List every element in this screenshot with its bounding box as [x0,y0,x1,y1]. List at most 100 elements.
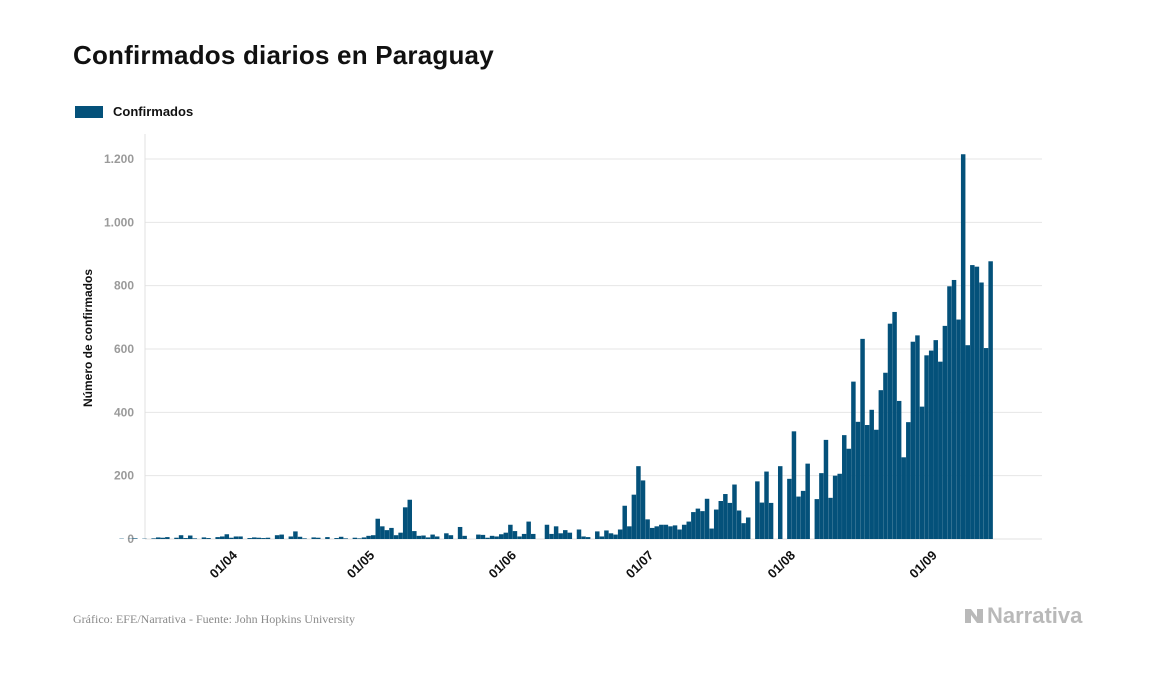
bar [261,538,266,539]
bar [979,282,984,539]
bar [155,537,161,539]
bar [855,421,861,539]
bar [663,524,669,539]
bar [915,335,920,539]
bar [224,534,230,539]
bar [279,534,284,539]
bar [384,530,390,539]
bar [457,526,463,539]
bar [842,435,847,539]
bar [576,529,582,539]
bar [631,494,637,539]
bar [206,538,211,539]
brand-name: Narrativa [987,603,1083,628]
bar [759,502,765,539]
bar [517,536,522,539]
bar [695,508,701,539]
bar [366,535,371,539]
bar [219,536,225,539]
bar [247,538,252,539]
bar [489,535,495,539]
brand-logo: Narrativa [963,603,1082,629]
source-note: Gráfico: EFE/Narrativa - Fuente: John Ho… [73,612,355,626]
bar [887,323,893,539]
bar [187,535,193,539]
bar [764,471,769,539]
bar [604,530,609,539]
bar [837,473,842,539]
bar [274,535,280,539]
bar [896,400,902,539]
bar [627,526,632,539]
bar [151,538,156,539]
bar [956,319,961,539]
bar [883,372,888,539]
bar [860,338,865,539]
bar [805,463,810,539]
bar [526,521,531,539]
bar [229,537,234,539]
bar [361,537,367,539]
bar [585,537,591,539]
x-tick-label: 01/05 [344,548,378,582]
bar [668,526,673,539]
y-tick-label: 200 [114,469,134,483]
bar [645,519,650,539]
bar [777,466,783,539]
bar [832,475,838,539]
bar [311,537,316,539]
bar [352,537,358,539]
bar [503,532,509,539]
bar [828,497,833,539]
bar [713,509,719,539]
bar [485,537,490,539]
bar [201,537,207,539]
bar [819,473,824,539]
y-tick-label: 800 [114,279,134,293]
bar [595,531,600,539]
bar [549,533,554,539]
bar [700,511,705,539]
bar [357,538,362,539]
bar [755,481,760,539]
bar [732,484,737,539]
bar [521,533,527,539]
x-tick-label: 01/09 [906,548,940,582]
bar [293,531,298,539]
bar [933,340,938,539]
bar [343,538,348,539]
bar [965,345,970,539]
bar [787,478,792,539]
bar [160,537,166,539]
bar [133,538,138,539]
bar [174,537,179,539]
legend-swatch [75,105,103,118]
bar [617,529,623,539]
y-tick-label: 1.000 [104,215,134,229]
bar [970,265,975,539]
bar [302,538,307,539]
bar [444,533,449,539]
bar [672,525,678,539]
bar [718,501,724,539]
bar [553,526,559,539]
legend: Confirmados [75,104,193,119]
bar [192,538,198,539]
bar [654,526,659,539]
bar [622,505,627,539]
bar [407,499,412,539]
bar [864,425,870,539]
bar [704,498,710,539]
bar [814,499,820,539]
narrativa-logo-icon [965,609,983,623]
bar [448,535,454,539]
bar [910,341,916,539]
bar [851,381,856,539]
bar [768,502,774,539]
bar [791,431,797,539]
bar [498,534,504,539]
bar [928,350,934,539]
bar [476,534,481,539]
bar [480,534,486,539]
bar [681,524,687,539]
